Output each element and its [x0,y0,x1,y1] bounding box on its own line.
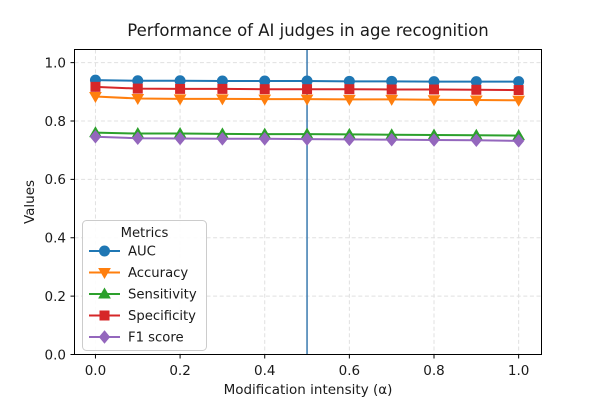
data-point-marker [427,95,441,107]
series-f1-score [89,129,525,148]
data-point-marker [469,95,483,107]
data-point-marker [173,94,187,106]
x-tick-label: 1.0 [508,363,529,379]
data-series [89,74,526,148]
data-point-marker [428,133,440,147]
data-point-marker [216,132,229,146]
series-specificity [90,81,524,96]
data-point-marker [471,84,482,95]
y-tick-label: 0.0 [45,347,66,363]
legend-label: AUC [128,245,156,260]
y-axis-label: Values [22,180,38,224]
legend-marker-diamond [98,330,111,344]
data-point-marker [301,132,313,146]
legend-marker-triangle-up [98,287,111,299]
x-tick-label: 0.4 [254,363,275,379]
legend-entry: F1 score [89,330,184,346]
data-point-marker [343,94,356,106]
data-point-marker [386,132,398,147]
plot-border [74,49,542,355]
data-point-marker [512,134,525,148]
legend-marker-triangle-down [98,268,111,279]
axis-ticks [70,62,520,359]
data-point-marker [302,84,313,95]
data-point-marker [89,129,102,144]
y-tick-label: 0.2 [45,289,66,305]
data-point-marker [259,132,271,146]
data-point-marker [217,83,228,94]
data-point-marker [174,131,186,146]
data-point-marker [216,94,229,106]
legend-label: Specificity [128,309,196,324]
legend-label: F1 score [128,331,184,346]
x-tick-label: 0.0 [85,363,106,379]
y-tick-label: 1.0 [45,55,66,71]
data-point-marker [512,95,526,107]
x-tick-label: 0.8 [423,363,444,379]
y-tick-label: 0.8 [45,114,66,130]
data-point-marker [300,94,314,106]
data-point-marker [132,131,144,146]
legend-entry: Sensitivity [89,287,197,303]
data-point-marker [89,91,102,103]
x-tick-label: 0.6 [339,363,360,379]
y-tick-label: 0.6 [45,172,66,188]
chart-title: Performance of AI judges in age recognit… [127,21,488,40]
legend-box [82,220,207,351]
data-point-marker [343,132,356,147]
legend-entry: AUC [89,245,156,260]
data-point-marker [344,84,355,95]
legend-title: Metrics [121,226,169,241]
y-tick-label: 0.4 [45,231,66,247]
data-point-marker [386,84,397,95]
data-point-marker [175,83,186,94]
data-point-marker [470,133,482,148]
data-point-marker [258,94,272,106]
legend-label: Sensitivity [128,288,197,303]
legend-entries: AUC Accuracy Sensitivity Specificity F1 scor… [89,245,197,346]
x-axis-label: Modification intensity (α) [224,382,393,398]
data-point-marker [90,81,101,92]
legend-marker-circle [99,245,110,257]
x-tick-label: 0.2 [169,363,190,379]
legend-marker-square [99,310,110,321]
legend-label: Accuracy [128,266,188,281]
tick-labels: 0.0 0.2 0.4 0.6 0.8 1.0 0.0 0.2 0.4 0.6 0.8 1.0 [45,55,530,379]
data-point-marker [132,83,143,94]
data-point-marker [385,94,399,106]
data-point-marker [429,84,440,95]
legend: Metrics AUC Accuracy Sensitivity Specificit… [82,220,207,351]
data-point-marker [513,85,524,96]
legend-entry: Specificity [89,309,196,324]
legend-entry: Accuracy [89,266,188,281]
data-point-marker [131,94,145,106]
data-point-marker [259,84,270,95]
series-accuracy [89,91,526,107]
